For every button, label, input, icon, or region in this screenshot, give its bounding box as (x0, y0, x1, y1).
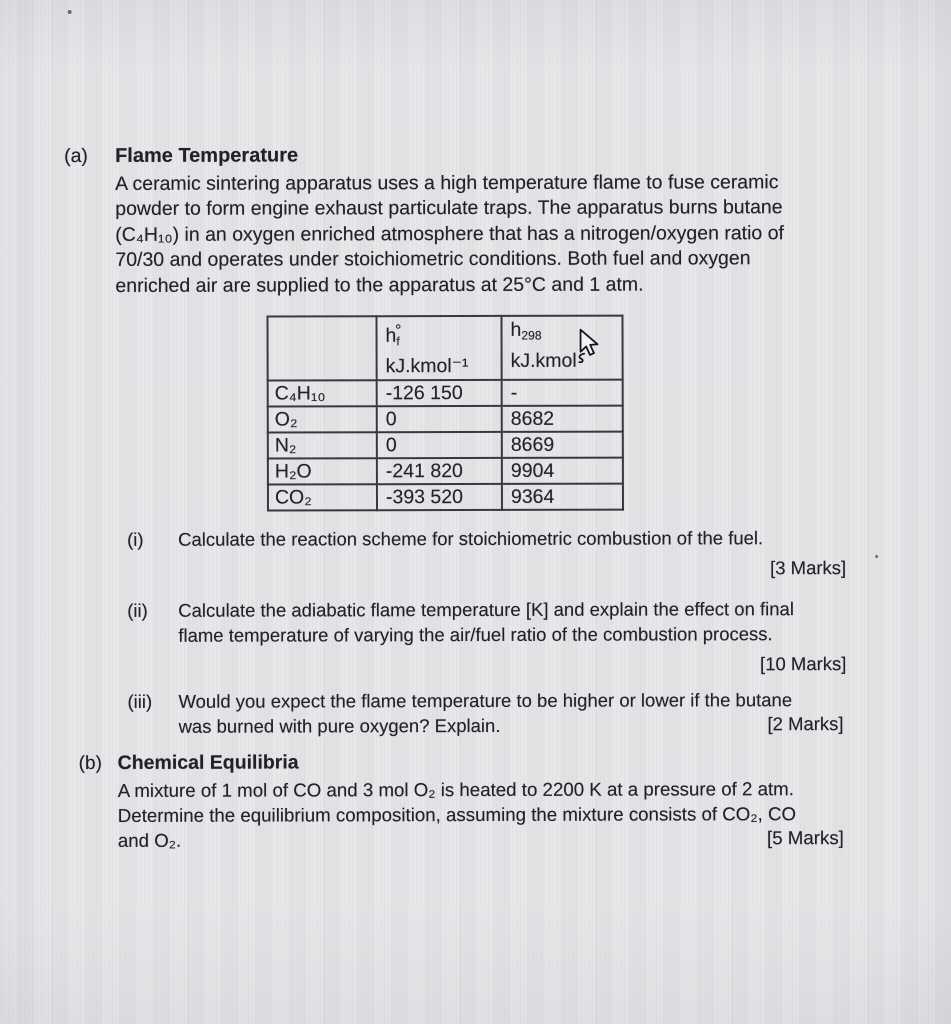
hf-units: kJ.kmol⁻¹ (385, 355, 469, 378)
table-row: H₂O -241 820 9904 (267, 457, 623, 485)
table-header-species (267, 316, 377, 381)
table-row: C₄H₁₀ -126 150 - (267, 379, 623, 407)
question-i: (i) Calculate the reaction scheme for st… (127, 525, 846, 582)
species-cell: H₂O (267, 458, 377, 485)
dust-speck (67, 10, 72, 15)
h298-cell: - (501, 379, 623, 407)
section-a-title: Flame Temperature (115, 144, 299, 167)
hf-cell: 0 (376, 406, 502, 433)
question-i-text: Calculate the reaction scheme for stoich… (178, 527, 764, 550)
table-header-row: hf° kJ.kmol⁻¹ h298 kJ.kmol (267, 315, 623, 381)
question-iii-marks: [2 Marks] (767, 713, 844, 735)
question-iii: (iii) Would you expect the flame tempera… (127, 687, 846, 739)
species-cell: CO₂ (267, 484, 377, 511)
hf-cell: -241 820 (376, 458, 502, 485)
section-b-marks: [5 Marks] (766, 827, 844, 849)
dust-speck (875, 554, 879, 558)
thermo-data-table: hf° kJ.kmol⁻¹ h298 kJ.kmol C₄H₁₀ -126 15… (266, 315, 624, 512)
section-b-title: Chemical Equilibria (117, 751, 299, 774)
table-row: CO₂ -393 520 9364 (267, 483, 623, 511)
hf-cell: -393 520 (376, 484, 502, 511)
section-a-label: (a) (64, 145, 88, 168)
table-header-hf: hf° kJ.kmol⁻¹ (376, 315, 502, 381)
section-b-paragraph-block: A mixture of 1 mol of CO and 3 mol O₂ is… (118, 776, 847, 854)
question-iii-text: Would you expect the flame temperature t… (178, 689, 793, 737)
h298-cell: 9364 (501, 483, 623, 511)
question-iii-number: (iii) (127, 690, 153, 712)
h298-cell: 9904 (501, 457, 623, 485)
h298-cell: 8682 (501, 405, 623, 433)
question-ii: (ii) Calculate the adiabatic flame tempe… (127, 596, 846, 678)
table-row: N₂ 0 8669 (267, 431, 623, 459)
section-a-paragraph: A ceramic sintering apparatus uses a hig… (115, 171, 784, 297)
species-cell: O₂ (267, 406, 377, 433)
hf-superscript: ° (395, 322, 402, 340)
hf-cell: 0 (376, 432, 502, 459)
species-cell: N₂ (267, 432, 377, 459)
question-ii-marks: [10 Marks] (760, 653, 847, 675)
question-ii-number: (ii) (127, 599, 148, 621)
h298-subscript: 298 (521, 328, 542, 343)
h298-cell: 8669 (501, 431, 623, 459)
question-ii-text: Calculate the adiabatic flame temperatur… (178, 598, 794, 646)
table-row: O₂ 0 8682 (267, 405, 623, 433)
section-b-label: (b) (78, 752, 102, 775)
question-i-number: (i) (127, 528, 144, 550)
hf-cell: -126 150 (376, 380, 502, 407)
question-i-marks: [3 Marks] (770, 557, 847, 579)
table-header-h298: h298 kJ.kmol (501, 315, 623, 381)
h298-units: kJ.kmol (510, 349, 577, 372)
section-b-paragraph: A mixture of 1 mol of CO and 3 mol O₂ is… (117, 778, 797, 852)
h298-symbol: h (510, 318, 522, 341)
species-cell: C₄H₁₀ (267, 380, 377, 407)
